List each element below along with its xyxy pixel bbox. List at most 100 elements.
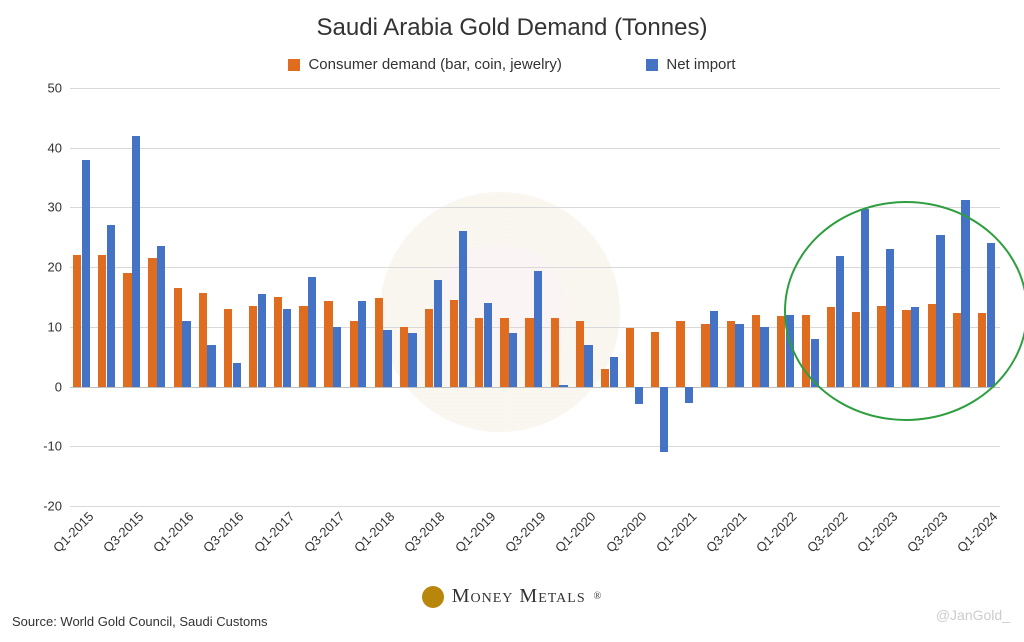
bar-netimport — [911, 307, 919, 387]
bar-consumer — [701, 324, 709, 387]
x-tick-label: Q3-2020 — [603, 509, 649, 555]
bar-consumer — [953, 313, 961, 386]
bar-consumer — [802, 315, 810, 387]
x-tick-label: Q1-2018 — [351, 509, 397, 555]
y-tick-label: -10 — [43, 439, 70, 454]
bar-netimport — [308, 277, 316, 386]
legend: Consumer demand (bar, coin, jewelry) Net… — [0, 56, 1024, 76]
legend-swatch-consumer — [288, 59, 300, 71]
bar-consumer — [375, 298, 383, 386]
bar-consumer — [626, 328, 634, 387]
x-tick-label: Q3-2022 — [804, 509, 850, 555]
bar-consumer — [651, 332, 659, 387]
chart-container: Saudi Arabia Gold Demand (Tonnes) Consum… — [0, 0, 1024, 642]
bar-netimport — [358, 301, 366, 387]
bar-consumer — [425, 309, 433, 387]
bar-consumer — [123, 273, 131, 386]
bar-consumer — [500, 318, 508, 387]
bar-netimport — [207, 345, 215, 387]
bar-consumer — [525, 318, 533, 387]
bar-netimport — [635, 387, 643, 405]
x-tick-label: Q1-2015 — [50, 509, 96, 555]
y-tick-label: 40 — [48, 140, 70, 155]
bar-netimport — [987, 243, 995, 387]
bar-consumer — [299, 306, 307, 387]
bar-netimport — [861, 209, 869, 387]
bar-netimport — [233, 363, 241, 387]
plot-area: -20-1001020304050Q1-2015Q3-2015Q1-2016Q3… — [70, 88, 1000, 506]
bar-netimport — [182, 321, 190, 387]
bar-netimport — [559, 385, 567, 387]
attribution-text: @JanGold_ — [936, 607, 1010, 623]
bar-consumer — [249, 306, 257, 387]
bar-netimport — [258, 294, 266, 387]
y-tick-label: 30 — [48, 200, 70, 215]
bar-netimport — [735, 324, 743, 387]
bar-netimport — [710, 311, 718, 386]
registered-icon: ® — [594, 591, 603, 602]
y-tick-label: 50 — [48, 81, 70, 96]
bar-netimport — [886, 249, 894, 386]
x-tick-label: Q3-2016 — [200, 509, 246, 555]
logo-mark-icon — [422, 586, 444, 608]
bar-consumer — [324, 301, 332, 387]
bar-consumer — [676, 321, 684, 387]
bar-consumer — [727, 321, 735, 387]
gridline — [70, 88, 1000, 89]
footer-logo-text: Money Metals — [452, 585, 586, 608]
bar-netimport — [660, 387, 668, 453]
bar-netimport — [584, 345, 592, 387]
bar-consumer — [274, 297, 282, 387]
bar-netimport — [82, 160, 90, 387]
bar-consumer — [777, 316, 785, 386]
x-tick-label: Q1-2020 — [552, 509, 598, 555]
bar-netimport — [534, 271, 542, 386]
bar-consumer — [852, 312, 860, 387]
gridline — [70, 446, 1000, 447]
legend-label-netimport: Net import — [666, 56, 735, 73]
bar-netimport — [132, 136, 140, 387]
x-tick-label: Q1-2021 — [653, 509, 699, 555]
bar-netimport — [836, 256, 844, 386]
bar-netimport — [811, 339, 819, 387]
gridline — [70, 506, 1000, 507]
x-tick-label: Q1-2016 — [150, 509, 196, 555]
bar-netimport — [283, 309, 291, 387]
x-tick-label: Q3-2018 — [402, 509, 448, 555]
x-tick-label: Q1-2017 — [251, 509, 297, 555]
x-tick-label: Q3-2021 — [703, 509, 749, 555]
bar-netimport — [383, 330, 391, 387]
chart-title: Saudi Arabia Gold Demand (Tonnes) — [0, 14, 1024, 42]
bar-netimport — [509, 333, 517, 387]
bar-consumer — [827, 307, 835, 386]
bar-consumer — [877, 306, 885, 387]
bar-consumer — [752, 315, 760, 387]
x-tick-label: Q3-2015 — [100, 509, 146, 555]
bar-netimport — [459, 231, 467, 386]
x-tick-label: Q1-2023 — [854, 509, 900, 555]
legend-label-consumer: Consumer demand (bar, coin, jewelry) — [308, 56, 561, 73]
bar-netimport — [484, 303, 492, 387]
bar-netimport — [333, 327, 341, 387]
footer-logo: Money Metals ® — [0, 585, 1024, 608]
x-tick-label: Q1-2019 — [452, 509, 498, 555]
bar-consumer — [928, 304, 936, 386]
x-tick-label: Q3-2019 — [502, 509, 548, 555]
bar-consumer — [148, 258, 156, 386]
bar-netimport — [961, 200, 969, 386]
gridline — [70, 148, 1000, 149]
legend-swatch-netimport — [646, 59, 658, 71]
bar-consumer — [350, 321, 358, 387]
bar-consumer — [199, 293, 207, 387]
bar-consumer — [174, 288, 182, 387]
bar-consumer — [551, 318, 559, 387]
x-tick-label: Q1-2024 — [954, 509, 1000, 555]
bar-consumer — [224, 309, 232, 387]
x-tick-label: Q3-2023 — [904, 509, 950, 555]
bar-netimport — [610, 357, 618, 387]
bar-netimport — [434, 280, 442, 386]
source-text: Source: World Gold Council, Saudi Custom… — [12, 614, 268, 629]
x-tick-label: Q3-2017 — [301, 509, 347, 555]
bar-consumer — [576, 321, 584, 387]
gridline — [70, 387, 1000, 388]
